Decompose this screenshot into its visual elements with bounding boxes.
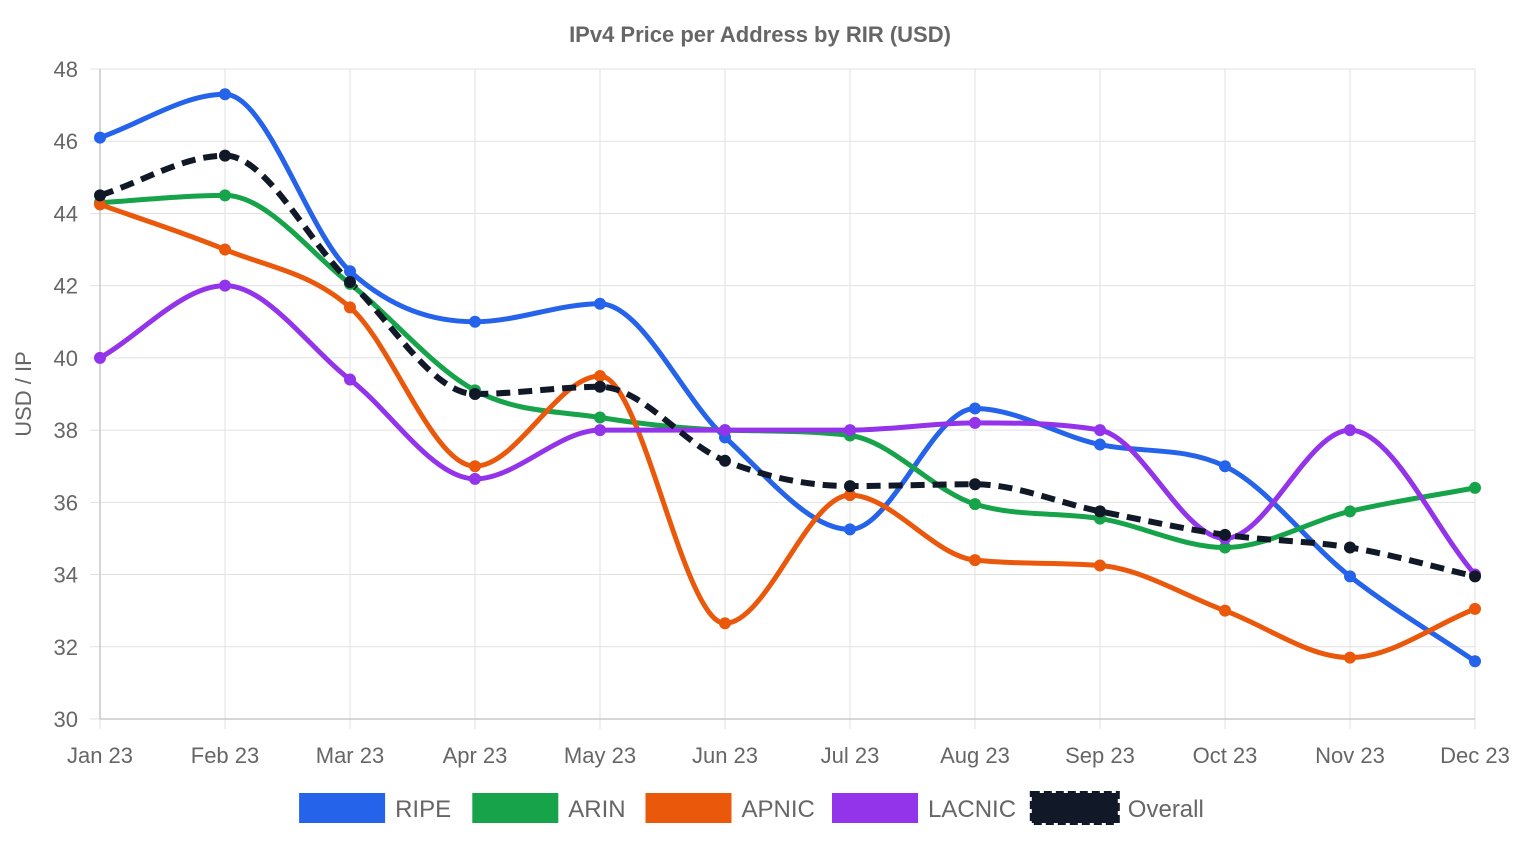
y-tick-label: 42 xyxy=(54,274,78,299)
x-tick-label: Jan 23 xyxy=(67,743,133,768)
chart-title: IPv4 Price per Address by RIR (USD) xyxy=(569,22,951,47)
y-tick-label: 38 xyxy=(54,418,78,443)
data-point-overall[interactable] xyxy=(219,149,231,162)
data-point-apnic[interactable] xyxy=(1344,651,1356,664)
data-point-apnic[interactable] xyxy=(719,617,731,630)
data-point-apnic[interactable] xyxy=(94,198,106,211)
data-point-overall[interactable] xyxy=(1469,570,1481,583)
x-tick-label: Jul 23 xyxy=(821,743,880,768)
data-point-ripe[interactable] xyxy=(94,131,106,144)
data-point-apnic[interactable] xyxy=(469,460,481,473)
x-tick-label: May 23 xyxy=(564,743,636,768)
legend-item-arin[interactable]: ARIN xyxy=(472,793,626,823)
data-point-arin[interactable] xyxy=(969,498,981,511)
axes: 30 32 34 36 38 40 42 44 46 48 Jan 23 Feb 23 Mar 23 Ap… xyxy=(54,57,1510,768)
legend-item-overall[interactable]: Overall xyxy=(1029,791,1204,825)
y-tick-label: 30 xyxy=(54,707,78,732)
data-point-ripe[interactable] xyxy=(469,315,481,328)
y-tick-label: 48 xyxy=(54,57,78,82)
series-line-ripe xyxy=(99,91,1477,664)
data-point-overall[interactable] xyxy=(94,189,106,202)
data-point-lacnic[interactable] xyxy=(969,416,981,429)
data-point-apnic[interactable] xyxy=(344,301,356,314)
data-point-ripe[interactable] xyxy=(594,297,606,310)
data-point-overall[interactable] xyxy=(719,454,731,467)
x-tick-label: Nov 23 xyxy=(1315,743,1385,768)
legend-swatch xyxy=(832,793,918,823)
data-point-apnic[interactable] xyxy=(594,369,606,382)
data-point-ripe[interactable] xyxy=(844,523,856,536)
legend-swatch xyxy=(645,793,732,823)
y-tick-label: 36 xyxy=(54,490,78,515)
y-tick-label: 34 xyxy=(54,563,78,588)
data-point-arin[interactable] xyxy=(594,411,606,424)
data-point-apnic[interactable] xyxy=(1094,559,1106,572)
legend-label: Overall xyxy=(1128,796,1204,823)
legend-label: APNIC xyxy=(742,796,815,823)
y-tick-label: 46 xyxy=(54,129,78,154)
x-tick-label: Jun 23 xyxy=(692,743,758,768)
data-point-overall[interactable] xyxy=(1344,541,1356,554)
data-point-apnic[interactable] xyxy=(1219,604,1231,617)
data-point-ripe[interactable] xyxy=(1469,655,1481,668)
legend-label: RIPE xyxy=(395,796,451,823)
data-point-apnic[interactable] xyxy=(219,243,231,256)
data-point-apnic[interactable] xyxy=(969,554,981,567)
x-tick-label: Sep 23 xyxy=(1065,743,1135,768)
data-point-ripe[interactable] xyxy=(1219,460,1231,473)
data-point-lacnic[interactable] xyxy=(1344,424,1356,437)
data-point-apnic[interactable] xyxy=(1469,602,1481,615)
data-point-lacnic[interactable] xyxy=(469,472,481,485)
data-point-arin[interactable] xyxy=(1469,481,1481,494)
legend-swatch xyxy=(299,793,386,823)
legend-swatch xyxy=(1029,791,1120,825)
data-point-ripe[interactable] xyxy=(1094,438,1106,451)
x-tick-label: Apr 23 xyxy=(443,743,508,768)
y-tick-label: 40 xyxy=(54,346,78,371)
data-point-apnic[interactable] xyxy=(844,489,856,502)
data-point-arin[interactable] xyxy=(1344,505,1356,518)
x-tick-label: Mar 23 xyxy=(316,743,384,768)
data-point-overall[interactable] xyxy=(469,388,481,400)
data-point-lacnic[interactable] xyxy=(1094,424,1106,437)
data-point-overall[interactable] xyxy=(1094,505,1106,518)
legend-swatch xyxy=(472,793,559,823)
x-tick-label: Aug 23 xyxy=(940,743,1010,768)
data-point-ripe[interactable] xyxy=(219,88,231,101)
data-point-overall[interactable] xyxy=(594,380,606,393)
data-point-lacnic[interactable] xyxy=(344,373,356,386)
y-axis-label: USD / IP xyxy=(11,351,36,437)
x-tick-label: Feb 23 xyxy=(191,743,260,768)
y-tick-label: 44 xyxy=(54,201,78,226)
x-tick-label: Dec 23 xyxy=(1440,743,1510,768)
legend-item-apnic[interactable]: APNIC xyxy=(645,793,815,823)
data-point-lacnic[interactable] xyxy=(844,424,856,437)
legend-label: LACNIC xyxy=(928,796,1016,823)
series-lines xyxy=(98,91,1477,664)
series-points xyxy=(94,88,1481,668)
data-point-overall[interactable] xyxy=(844,480,856,493)
data-point-arin[interactable] xyxy=(1219,541,1231,554)
x-tick-label: Oct 23 xyxy=(1193,743,1258,768)
data-point-overall[interactable] xyxy=(1219,528,1231,541)
data-point-overall[interactable] xyxy=(969,478,981,491)
legend[interactable]: RIPE ARIN APNIC LACNIC Overall xyxy=(299,791,1204,825)
series-line-lacnic xyxy=(98,283,1477,577)
data-point-ripe[interactable] xyxy=(969,402,981,415)
legend-label: ARIN xyxy=(568,796,625,823)
data-point-ripe[interactable] xyxy=(1344,570,1356,583)
data-point-arin[interactable] xyxy=(219,189,231,202)
data-point-overall[interactable] xyxy=(344,276,356,289)
data-point-lacnic[interactable] xyxy=(719,424,731,437)
legend-item-ripe[interactable]: RIPE xyxy=(299,793,451,823)
data-point-lacnic[interactable] xyxy=(594,424,606,437)
data-point-ripe[interactable] xyxy=(344,265,356,278)
y-tick-label: 32 xyxy=(54,635,78,660)
data-point-lacnic[interactable] xyxy=(219,279,231,292)
data-point-lacnic[interactable] xyxy=(94,351,106,364)
legend-item-lacnic[interactable]: LACNIC xyxy=(832,793,1016,823)
series-line-overall xyxy=(99,152,1476,580)
